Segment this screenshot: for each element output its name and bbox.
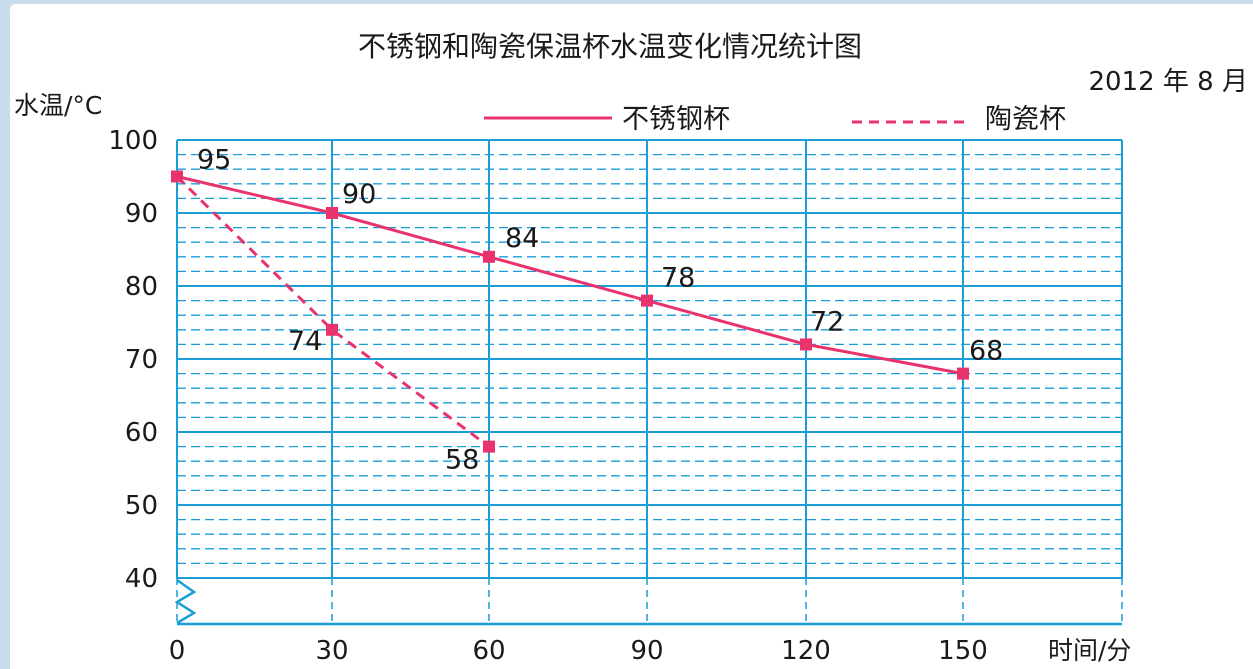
- data-label: 74: [288, 326, 322, 357]
- legend-label-ceramic: 陶瓷杯: [985, 104, 1066, 135]
- x-tick-label: 60: [472, 636, 505, 666]
- series: [171, 170, 969, 453]
- data-point-marker: [171, 170, 183, 183]
- y-tick-label: 40: [125, 564, 158, 594]
- y-tick-label: 50: [125, 491, 158, 521]
- data-point-marker: [326, 323, 338, 336]
- y-tick-label: 80: [125, 272, 158, 302]
- data-label: 58: [445, 445, 479, 476]
- x-tick-label: 150: [938, 636, 988, 666]
- x-axis-label: 时间/分: [1048, 636, 1131, 665]
- y-axis-label: 水温/°C: [14, 91, 102, 120]
- grid: [176, 139, 1123, 624]
- series-line-ceramic: [175, 175, 490, 448]
- axes: 40 50 60 70 80 90 100 0 30 60 90 120 150: [108, 126, 1122, 666]
- y-tick-label: 70: [125, 345, 158, 375]
- legend: 不锈钢杯 陶瓷杯: [484, 104, 1066, 135]
- series-line-steel: [176, 175, 964, 376]
- data-label: 95: [197, 145, 231, 176]
- y-tick-label: 90: [125, 199, 158, 229]
- labels: 95 90 84 78 72 68 74 58: [197, 145, 1003, 476]
- axis-break-icon: [174, 578, 197, 625]
- line-chart: 40 50 60 70 80 90 100 0 30 60 90 120 150 95 90 84 78 72 6…: [14, 30, 1248, 666]
- y-tick-label: 60: [125, 418, 158, 448]
- data-point-marker: [483, 250, 495, 263]
- data-point-marker: [800, 338, 812, 351]
- date-note: 2012 年 8 月: [1088, 67, 1248, 97]
- data-label: 72: [810, 306, 844, 337]
- data-label: 68: [969, 336, 1003, 367]
- data-point-marker: [957, 367, 969, 380]
- data-label: 84: [505, 223, 539, 254]
- data-label: 90: [342, 179, 376, 210]
- y-tick-label: 100: [108, 126, 158, 156]
- data-point-marker: [483, 440, 495, 453]
- data-point-marker: [326, 207, 338, 219]
- chart-title: 不锈钢和陶瓷保温杯水温变化情况统计图: [358, 30, 862, 63]
- x-tick-label: 90: [630, 636, 663, 666]
- x-tick-label: 120: [781, 636, 831, 666]
- chart-canvas: 40 50 60 70 80 90 100 0 30 60 90 120 150 95 90 84 78 72 6…: [10, 4, 1253, 669]
- legend-label-steel: 不锈钢杯: [622, 104, 730, 135]
- data-label: 78: [661, 263, 695, 294]
- x-tick-label: 0: [169, 636, 186, 666]
- data-point-marker: [641, 294, 653, 307]
- x-tick-label: 30: [315, 636, 348, 666]
